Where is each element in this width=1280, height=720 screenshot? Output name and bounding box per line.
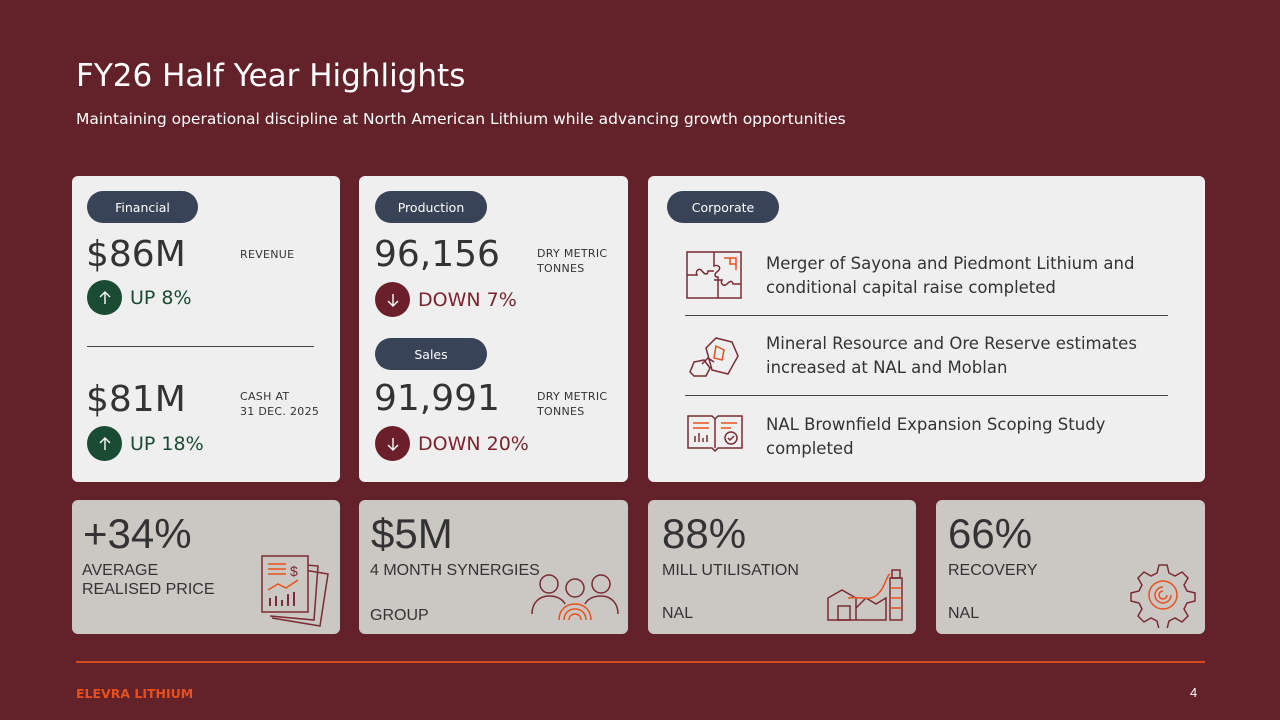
sales-unit-line-2: TONNES (537, 405, 585, 418)
kpi-sublabel: GROUP (370, 607, 429, 624)
puzzle-icon (686, 250, 744, 305)
kpi-label: 4 MONTH SYNERGIES (370, 562, 540, 579)
cash-label-line-2: 31 DEC. 2025 (240, 405, 320, 418)
kpi-label-line-2: REALISED PRICE (82, 581, 215, 598)
corporate-card: Corporate Merger of Sayona and Piedmont … (648, 176, 1205, 482)
revenue-change: UP 8% (87, 280, 192, 315)
footer-brand: ELEVRA LITHIUM (76, 686, 194, 701)
kpi-value: 66% (948, 510, 1033, 557)
corporate-item-3-line-2: completed (766, 439, 854, 458)
page-title: FY26 Half Year Highlights (76, 58, 466, 94)
corporate-item-3-line-1: NAL Brownfield Expansion Scoping Study (766, 415, 1106, 434)
corporate-item-1-line-2: conditional capital raise completed (766, 278, 1056, 297)
corporate-item-1-line-1: Merger of Sayona and Piedmont Lithium an… (766, 254, 1135, 273)
revenue-value: $86M (86, 234, 186, 275)
price-report-icon: $ (260, 554, 336, 633)
corporate-divider-2 (685, 395, 1168, 396)
cash-change-text: UP 18% (130, 432, 204, 455)
footer-divider (76, 661, 1205, 663)
revenue-label: REVENUE (240, 248, 295, 261)
arrow-down-icon (375, 282, 410, 317)
production-change: DOWN 7% (375, 282, 517, 317)
corporate-item-3: NAL Brownfield Expansion Scoping Study c… (766, 413, 1105, 461)
production-card: Production 96,156 DRY METRIC TONNES DOWN… (359, 176, 628, 482)
production-pill: Production (375, 191, 487, 223)
kpi-label: MILL UTILISATION (662, 562, 799, 579)
corporate-item-1: Merger of Sayona and Piedmont Lithium an… (766, 252, 1134, 300)
svg-text:$: $ (290, 563, 298, 579)
production-unit: DRY METRIC TONNES (537, 246, 607, 276)
arrow-up-icon (87, 426, 122, 461)
cash-label-line-1: CASH AT (240, 390, 290, 403)
production-unit-line-2: TONNES (537, 262, 585, 275)
kpi-value: +34% (83, 510, 192, 557)
kpi-label: RECOVERY (948, 562, 1038, 579)
corporate-item-2-line-2: increased at NAL and Moblan (766, 358, 1008, 377)
sales-change: DOWN 20% (375, 426, 529, 461)
team-icon (529, 570, 621, 627)
sales-change-text: DOWN 20% (418, 432, 529, 455)
study-book-icon (686, 412, 744, 457)
sales-pill: Sales (375, 338, 487, 370)
mill-plant-icon (826, 568, 910, 627)
kpi-card-synergies: $5M 4 MONTH SYNERGIES GROUP (359, 500, 628, 634)
ore-rocks-icon (686, 334, 744, 383)
sales-unit: DRY METRIC TONNES (537, 389, 607, 419)
kpi-sublabel: NAL (948, 605, 980, 622)
kpi-value: $5M (371, 510, 453, 557)
kpi-sublabel: NAL (662, 605, 694, 622)
revenue-change-text: UP 8% (130, 286, 192, 309)
production-change-text: DOWN 7% (418, 288, 517, 311)
kpi-card-price: +34% AVERAGE REALISED PRICE $ (72, 500, 340, 634)
production-value: 96,156 (374, 234, 500, 275)
corporate-item-2-line-1: Mineral Resource and Ore Reserve estimat… (766, 334, 1137, 353)
recovery-gear-icon (1130, 562, 1196, 633)
corporate-pill: Corporate (667, 191, 779, 223)
kpi-label-line-1: AVERAGE (82, 562, 159, 579)
kpi-card-recovery: 66% RECOVERY NAL (936, 500, 1205, 634)
sales-value: 91,991 (374, 378, 500, 419)
corporate-item-2: Mineral Resource and Ore Reserve estimat… (766, 332, 1137, 380)
page-subtitle: Maintaining operational discipline at No… (76, 110, 846, 128)
cash-change: UP 18% (87, 426, 204, 461)
financial-divider (87, 346, 314, 347)
financial-pill: Financial (87, 191, 198, 223)
page-number: 4 (1190, 685, 1198, 700)
corporate-divider-1 (685, 315, 1168, 316)
cash-label: CASH AT 31 DEC. 2025 (240, 389, 319, 419)
arrow-down-icon (375, 426, 410, 461)
cash-value: $81M (86, 379, 186, 420)
kpi-label: AVERAGE REALISED PRICE (82, 561, 214, 599)
financial-card: Financial $86M REVENUE UP 8% $81M CASH A… (72, 176, 340, 482)
kpi-value: 88% (662, 510, 747, 557)
arrow-up-icon (87, 280, 122, 315)
kpi-card-mill: 88% MILL UTILISATION NAL (648, 500, 916, 634)
production-unit-line-1: DRY METRIC (537, 247, 608, 260)
sales-unit-line-1: DRY METRIC (537, 390, 608, 403)
